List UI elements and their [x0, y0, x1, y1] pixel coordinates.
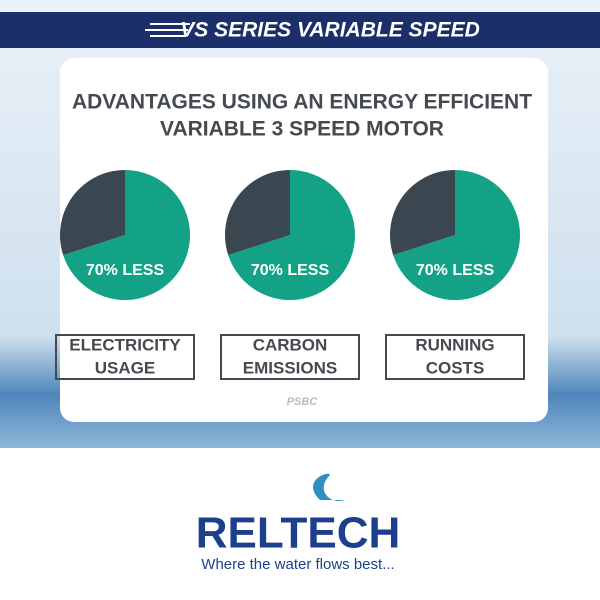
caption: ELECTRICITY [69, 335, 181, 354]
brand: RELTECH [196, 509, 401, 558]
heading-line: VARIABLE 3 SPEED MOTOR [160, 118, 444, 141]
watermark: PSBC [287, 396, 319, 408]
heading-line: ADVANTAGES USING AN ENERGY EFFICIENT [72, 91, 532, 114]
value-label: 70% LESS [416, 262, 495, 279]
value-label: 70% LESS [86, 262, 165, 279]
value-label: 70% LESS [251, 262, 330, 279]
footer-bg [0, 448, 600, 600]
caption: CARBON [253, 335, 328, 354]
logo-swoosh [313, 473, 345, 501]
tagline: Where the water flows best... [201, 556, 394, 573]
banner-bg [0, 12, 600, 48]
caption-box [385, 334, 525, 380]
pie-slice [59, 170, 125, 256]
banner-text: VS SERIES VARIABLE SPEED [180, 19, 480, 42]
caption: RUNNING [415, 335, 494, 354]
caption: EMISSIONS [243, 358, 337, 377]
pie-slice [390, 170, 455, 256]
speed-lines [145, 23, 190, 37]
caption: COSTS [426, 358, 485, 377]
pie-slice [224, 170, 290, 256]
caption-box [220, 334, 360, 380]
caption: USAGE [95, 358, 155, 377]
pie-slice [63, 170, 190, 300]
pie-slice [228, 170, 356, 300]
caption-box [55, 334, 195, 380]
pie-slice [393, 170, 520, 300]
